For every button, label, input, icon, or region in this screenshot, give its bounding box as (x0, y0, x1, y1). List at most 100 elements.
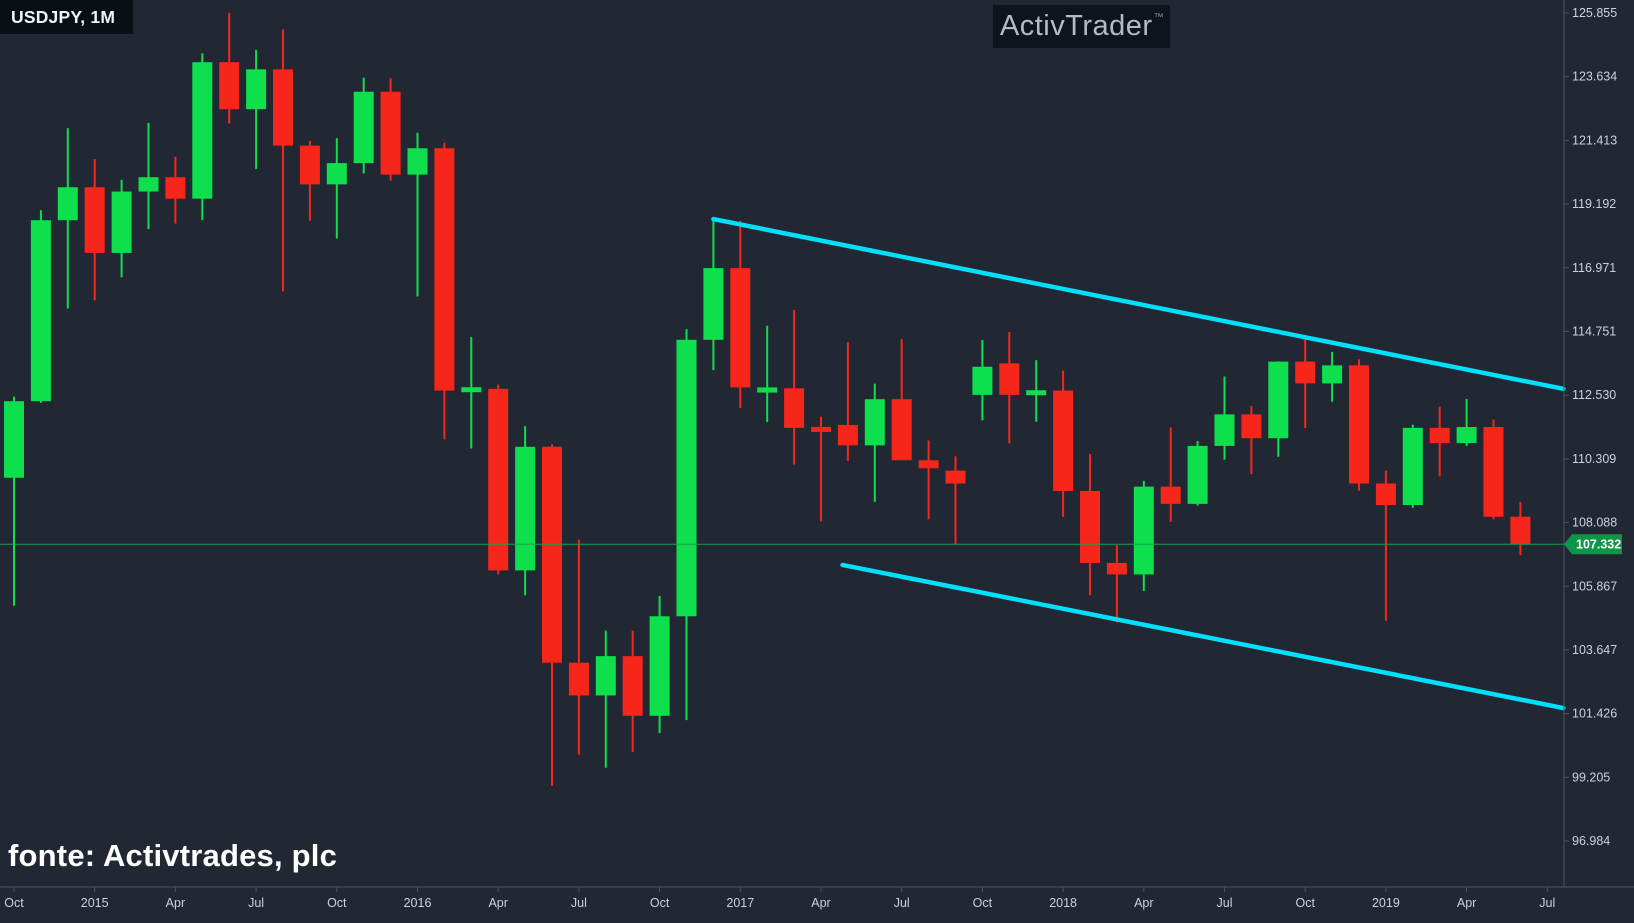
price-tick-label: 103.647 (1572, 643, 1617, 657)
time-tick-label: 2019 (1372, 896, 1400, 910)
candle-2017-02 (757, 325, 778, 423)
price-tick-label: 116.971 (1572, 261, 1616, 275)
current-price-badge: 107.332 (1564, 534, 1622, 555)
time-tick-label: 2015 (81, 896, 109, 910)
candle-2019-02 (1402, 424, 1423, 508)
price-tick-label: 121.413 (1572, 133, 1617, 147)
candle-2016-07 (568, 539, 589, 755)
candle-2016-05 (515, 426, 536, 596)
candle-2019-04 (1456, 398, 1477, 446)
candle-2018-03 (1106, 545, 1127, 623)
candle-2016-10 (649, 595, 670, 734)
candle-2019-05 (1483, 419, 1504, 520)
price-tick-label: 105.867 (1572, 579, 1617, 593)
candle-2017-08 (918, 440, 939, 520)
candle-2015-05 (192, 53, 213, 221)
candle-2017-09 (945, 456, 966, 545)
candle-2016-08 (595, 630, 616, 768)
candle-2018-11 (1322, 351, 1343, 402)
candle-2017-11 (999, 332, 1020, 444)
candles-layer (4, 13, 1531, 787)
candle-2018-06 (1187, 441, 1208, 506)
candle-2016-04 (488, 384, 509, 575)
candle-2018-07 (1214, 376, 1235, 460)
candle-2018-08 (1241, 406, 1262, 475)
time-tick-label: Jul (248, 896, 264, 910)
time-tick-label: Oct (4, 896, 24, 910)
trademark-symbol: ™ (1153, 12, 1165, 23)
candle-2015-03 (138, 122, 159, 230)
candle-2018-01 (1053, 370, 1074, 518)
candle-2017-01 (730, 220, 751, 409)
watermark-logo: ActivTrader ™ (993, 5, 1170, 48)
symbol-chip: USDJPY, 1M (0, 0, 133, 34)
time-tick-label: Jul (894, 896, 910, 910)
channel-drawing[interactable] (711, 216, 1566, 711)
candle-2015-06 (219, 13, 240, 124)
candle-2015-02 (111, 179, 132, 278)
price-tick-label: 101.426 (1572, 707, 1617, 721)
symbol-label: USDJPY, 1M (11, 7, 116, 27)
channel-upper-line[interactable] (711, 216, 1566, 392)
channel-lower-line[interactable] (840, 562, 1566, 711)
price-tick-label: 123.634 (1572, 70, 1617, 84)
time-tick-label: Apr (1134, 896, 1153, 910)
candle-2016-02 (434, 142, 455, 440)
time-tick-label: Jul (1539, 896, 1555, 910)
price-tick-label: 125.855 (1572, 6, 1617, 20)
candle-2017-05 (837, 342, 858, 461)
price-tick-label: 110.309 (1572, 452, 1616, 466)
time-tick-label: Oct (1295, 896, 1315, 910)
time-tick-label: 2016 (404, 896, 432, 910)
time-tick-label: Jul (571, 896, 587, 910)
candle-2016-01 (407, 132, 428, 297)
candle-2014-11 (30, 210, 51, 403)
candle-2015-01 (84, 159, 105, 301)
candle-2016-06 (542, 444, 562, 787)
current-price-label: 107.332 (1576, 538, 1621, 552)
price-tick-label: 108.088 (1572, 516, 1617, 530)
candle-2017-03 (784, 309, 805, 465)
candle-2015-09 (299, 140, 320, 221)
time-tick-label: Oct (327, 896, 347, 910)
candle-2015-04 (165, 156, 186, 224)
candle-2016-12 (703, 219, 724, 371)
candle-2015-07 (246, 49, 267, 170)
candle-2015-12 (380, 78, 401, 181)
time-tick-label: 2017 (726, 896, 754, 910)
source-caption: fonte: Activtrades, plc (8, 838, 338, 873)
candle-2018-05 (1160, 427, 1181, 522)
candle-2015-08 (273, 29, 293, 292)
time-tick-label: Apr (488, 896, 507, 910)
candle-2019-01 (1375, 470, 1396, 621)
candle-2015-11 (353, 77, 374, 174)
time-tick-label: 2018 (1049, 896, 1077, 910)
time-tick-label: Jul (1217, 896, 1233, 910)
candle-2014-10 (4, 396, 24, 606)
candle-2016-03 (461, 336, 482, 449)
price-axis[interactable]: 125.855 123.634 121.413 119.192 116.971 114.7… (1564, 6, 1617, 848)
candle-2019-06 (1510, 502, 1531, 556)
time-tick-label: Apr (811, 896, 830, 910)
candle-2017-07 (891, 338, 912, 461)
candle-2018-09 (1268, 361, 1289, 457)
price-tick-label: 114.751 (1572, 324, 1616, 338)
candle-2018-02 (1080, 453, 1100, 596)
price-tick-label: 112.530 (1572, 388, 1616, 402)
candle-2017-06 (864, 383, 885, 502)
candle-2018-04 (1133, 480, 1154, 592)
candle-2016-09 (622, 630, 643, 752)
candle-2014-12 (57, 128, 78, 309)
candle-2017-12 (1026, 360, 1047, 422)
candle-2018-12 (1349, 359, 1369, 491)
candle-2017-10 (972, 340, 993, 421)
time-tick-label: Oct (650, 896, 670, 910)
time-tick-label: Oct (973, 896, 993, 910)
price-tick-label: 96.984 (1572, 834, 1610, 848)
candle-2015-10 (326, 138, 347, 239)
time-axis[interactable]: Oct 2015 Apr Jul Oct 2016 Apr Jul Oct 2017 Apr Jul O… (4, 887, 1555, 910)
brand-name: ActivTrader (999, 10, 1153, 42)
candle-2019-03 (1429, 406, 1450, 477)
